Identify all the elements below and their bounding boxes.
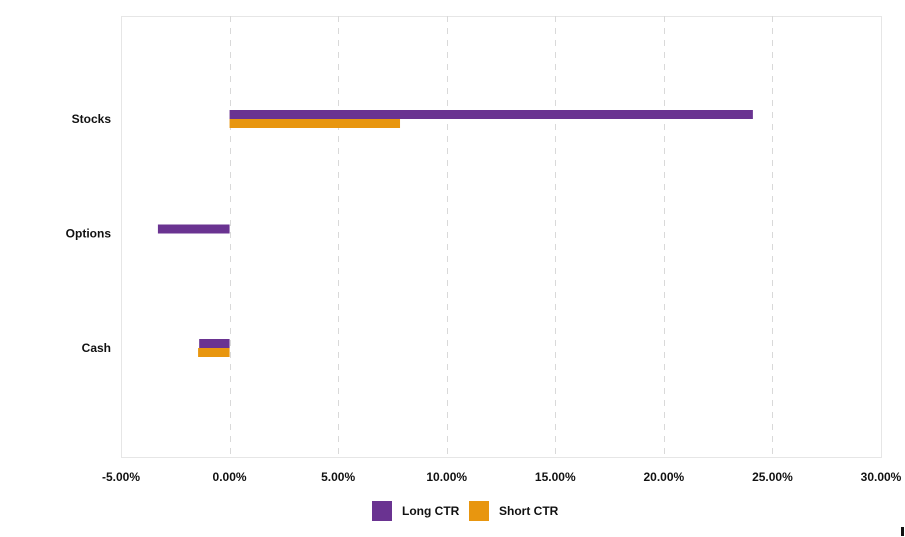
bar-long-ctr: [157, 224, 230, 234]
corner-mark: [901, 527, 904, 536]
x-tick-label: -5.00%: [102, 470, 140, 484]
x-tick-label: 5.00%: [321, 470, 355, 484]
legend-swatch: [372, 501, 392, 521]
x-tick-label: 10.00%: [426, 470, 467, 484]
category-label: Options: [66, 227, 112, 241]
legend-swatch: [469, 501, 489, 521]
legend-label: Short CTR: [499, 504, 559, 518]
gridlines: [230, 16, 773, 457]
bar-long-ctr: [229, 110, 753, 119]
x-tick-label: 30.00%: [861, 470, 902, 484]
category-label: Stocks: [72, 112, 112, 126]
x-axis-tick-labels: -5.00% 0.00% 5.00% 10.00% 15.00% 20.00% 25.00%…: [102, 470, 902, 484]
bar-short-ctr: [229, 119, 401, 128]
category-labels: Stocks Options Cash: [66, 112, 112, 355]
category-label: Cash: [82, 341, 111, 355]
x-tick-label: 0.00%: [213, 470, 247, 484]
x-tick-label: 25.00%: [752, 470, 793, 484]
x-tick-label: 15.00%: [535, 470, 576, 484]
plot-frame: [121, 16, 882, 458]
x-tick-label: 20.00%: [644, 470, 685, 484]
bars: [157, 110, 753, 357]
legend: Long CTR Short CTR: [372, 501, 559, 521]
bar-short-ctr: [198, 348, 230, 357]
legend-label: Long CTR: [402, 504, 460, 518]
bar-long-ctr: [199, 339, 230, 348]
